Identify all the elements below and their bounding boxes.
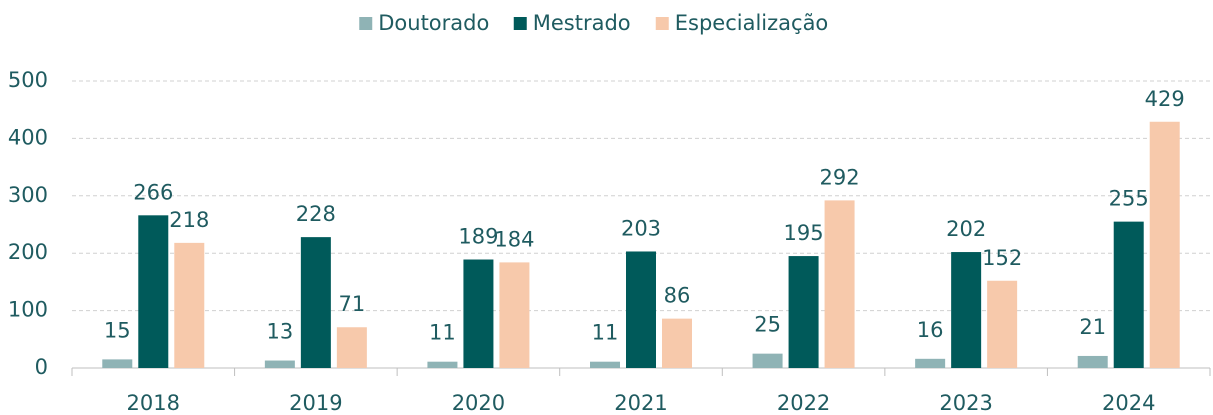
bar bbox=[102, 359, 133, 368]
value-label: 189 bbox=[458, 225, 498, 249]
bar bbox=[951, 252, 982, 368]
value-label: 11 bbox=[429, 321, 456, 345]
value-label: 292 bbox=[820, 165, 860, 189]
bar bbox=[915, 358, 946, 368]
bar bbox=[1077, 355, 1108, 368]
legend-label: Especialização bbox=[675, 11, 829, 35]
value-label: 15 bbox=[104, 318, 131, 342]
value-label: 266 bbox=[133, 180, 173, 204]
value-label: 13 bbox=[266, 320, 293, 344]
y-tick-label: 0 bbox=[35, 355, 48, 379]
value-label: 184 bbox=[494, 227, 534, 251]
value-label: 152 bbox=[982, 246, 1022, 270]
y-tick-label: 500 bbox=[8, 68, 48, 92]
value-label: 202 bbox=[946, 217, 986, 241]
legend-swatch bbox=[513, 17, 527, 30]
legend-label: Mestrado bbox=[533, 11, 631, 35]
bar bbox=[463, 259, 494, 368]
bar bbox=[752, 353, 783, 368]
bar bbox=[824, 200, 855, 368]
bar bbox=[336, 327, 367, 368]
bar bbox=[264, 360, 295, 368]
value-label: 195 bbox=[784, 221, 824, 245]
x-tick-label: 2020 bbox=[452, 391, 505, 415]
x-tick-label: 2021 bbox=[614, 391, 667, 415]
bar bbox=[987, 280, 1018, 368]
value-label: 228 bbox=[296, 202, 336, 226]
value-label: 25 bbox=[754, 313, 781, 337]
x-tick-label: 2018 bbox=[127, 391, 180, 415]
x-tick-label: 2022 bbox=[777, 391, 830, 415]
y-tick-label: 200 bbox=[8, 240, 48, 264]
bar bbox=[1113, 221, 1144, 368]
value-label: 71 bbox=[338, 292, 365, 316]
bar bbox=[662, 318, 692, 368]
y-tick-label: 400 bbox=[8, 125, 48, 149]
legend-swatch bbox=[655, 17, 669, 30]
value-label: 218 bbox=[169, 208, 209, 232]
bar bbox=[590, 361, 620, 368]
x-tick-label: 2023 bbox=[939, 391, 992, 415]
bar bbox=[499, 262, 530, 368]
value-label: 255 bbox=[1109, 187, 1149, 211]
bar bbox=[300, 237, 331, 368]
legend-label: Doutorado bbox=[378, 11, 489, 35]
x-tick-label: 2019 bbox=[289, 391, 342, 415]
value-label: 16 bbox=[917, 318, 944, 342]
x-tick-label: 2024 bbox=[1102, 391, 1155, 415]
bar bbox=[1149, 121, 1180, 368]
y-tick-label: 300 bbox=[8, 183, 48, 207]
value-label: 429 bbox=[1145, 87, 1185, 111]
bar bbox=[174, 242, 205, 368]
bar bbox=[427, 361, 458, 368]
bar bbox=[138, 215, 169, 368]
value-label: 11 bbox=[592, 321, 619, 345]
value-label: 203 bbox=[621, 216, 661, 240]
legend-swatch bbox=[359, 17, 373, 30]
bar bbox=[626, 251, 656, 368]
value-label: 86 bbox=[664, 284, 691, 308]
y-tick-label: 100 bbox=[8, 298, 48, 322]
bar bbox=[788, 256, 819, 368]
value-label: 21 bbox=[1079, 315, 1106, 339]
